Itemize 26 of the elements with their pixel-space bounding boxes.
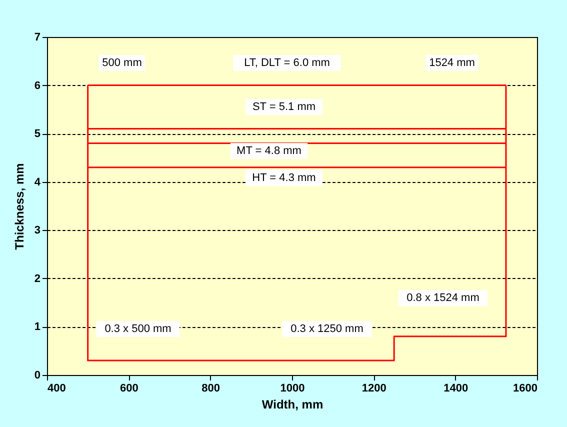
x-axis-title: Width, mm [262,398,324,412]
y-tick-label: 6 [34,80,40,92]
y-axis-title: Thickness, mm [12,163,26,250]
x-tick-label: 1000 [280,382,305,394]
y-tick-label: 1 [34,321,40,334]
x-tick-label: 1600 [513,382,538,394]
y-tick-label: 7 [34,32,40,44]
annotation: 0.8 x 1524 mm [406,292,480,304]
annotation: LT, DLT = 6.0 mm [244,57,330,69]
annotation: ST = 5.1 mm [252,101,316,113]
y-tick-label: 2 [34,272,40,285]
annotation: 500 mm [102,57,142,69]
annotation: 1524 mm [429,57,475,69]
annotation: HT = 4.3 mm [252,172,316,184]
annotation: 0.3 x 1250 mm [290,323,364,335]
x-tick-label: 400 [48,382,66,394]
y-tick-label: 3 [34,224,40,237]
annotation: MT = 4.8 mm [236,145,302,157]
y-tick-label: 5 [34,128,40,140]
x-tick-label: 800 [202,382,220,394]
x-tick-label: 1200 [362,382,386,394]
y-tick-label: 0 [34,370,40,382]
annotation: 0.3 x 500 mm [104,323,172,335]
x-tick-label: 600 [120,382,138,394]
y-tick-label: 4 [34,176,42,188]
x-tick-label: 1400 [444,382,468,394]
